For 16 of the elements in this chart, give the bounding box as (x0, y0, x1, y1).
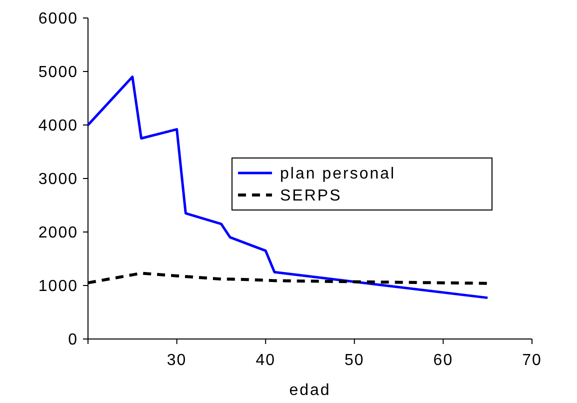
x-tick-label: 60 (433, 352, 454, 369)
line-series (86, 76, 489, 300)
y-tick-label: 6000 (38, 10, 78, 28)
y-tick-label: 3000 (38, 171, 78, 188)
y-tick-label: 4000 (38, 118, 78, 135)
y-tick-label: 1000 (38, 278, 78, 296)
x-tick-label: 40 (256, 352, 276, 369)
y-tick-label: 2000 (38, 224, 78, 242)
x-axis-title: edad (289, 382, 331, 399)
y-tick-label: 0 (68, 332, 78, 349)
legend-label: SERPS (280, 188, 342, 205)
legend-label: plan personal (280, 166, 396, 183)
y-tick-label: 5000 (38, 64, 78, 82)
x-tick-label: 50 (344, 352, 364, 369)
x-tick-label: 70 (522, 352, 542, 369)
x-tick-label: 30 (166, 352, 187, 369)
